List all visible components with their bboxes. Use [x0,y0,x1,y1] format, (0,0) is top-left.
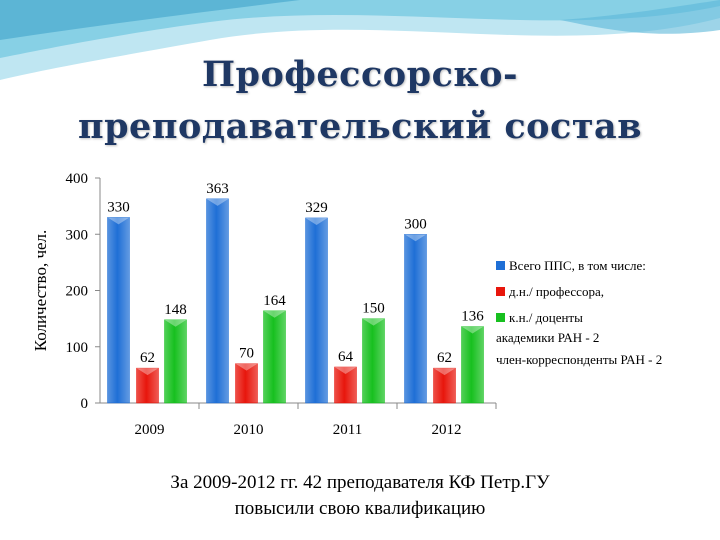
bar-2-2010 [263,310,286,404]
wave-right [560,0,720,34]
data-label: 70 [239,346,254,362]
bar-2-2009 [164,319,187,404]
data-label: 64 [338,349,354,365]
data-label: 136 [461,309,484,325]
bar-0-2012 [404,234,427,404]
data-label: 148 [164,302,187,318]
x-tick-label: 2009 [135,422,165,438]
bar-1-2012 [433,367,456,404]
legend-extra-1: член-корреспонденты РАН - 2 [496,352,662,367]
legend-label-2: к.н./ доценты [509,310,583,325]
y-tick-label: 400 [66,171,89,187]
bar-cap-2-2012 [461,326,484,334]
bar-cap-0-2010 [206,198,229,206]
x-tick-label: 2010 [234,422,264,438]
bar-0-2011 [305,217,328,404]
data-label: 164 [263,293,286,309]
y-tick-label: 300 [66,227,89,243]
data-label: 330 [107,199,130,215]
legend-swatch-0 [496,261,505,270]
bar-2-2011 [362,318,385,404]
x-tick-label: 2011 [333,422,362,438]
data-label: 150 [362,301,385,317]
bar-cap-0-2012 [404,234,427,242]
legend-label-0: Всего ППС, в том числе: [509,258,646,273]
x-tick-label: 2012 [432,422,462,438]
bar-0-2009 [107,217,130,404]
y-axis-label: Количество, чел. [31,230,50,352]
bar-cap-0-2009 [107,217,130,225]
legend-swatch-2 [496,313,505,322]
bar-1-2009 [136,367,159,404]
bar-1-2010 [235,363,258,404]
bar-cap-1-2009 [136,368,159,376]
legend-label-1: д.н./ профессора, [509,284,604,299]
data-label: 62 [437,350,452,366]
bar-cap-2-2009 [164,319,187,327]
page-title-line1: Профессорско- [201,54,519,95]
data-label: 300 [404,216,427,232]
y-tick-label: 200 [66,284,89,300]
bar-cap-1-2010 [235,363,258,371]
bar-cap-1-2012 [433,368,456,376]
data-label: 363 [206,181,229,197]
y-tick-label: 100 [66,340,89,356]
bar-cap-0-2011 [305,217,328,225]
bar-cap-2-2010 [263,310,286,318]
legend-extra-0: академики РАН - 2 [496,330,599,345]
data-label: 329 [305,200,328,216]
legend-swatch-1 [496,287,505,296]
bar-cap-1-2011 [334,367,357,374]
page-title-line2: преподавательский состав [77,106,643,147]
bar-0-2010 [206,198,229,404]
bar-cap-2-2011 [362,318,385,326]
caption-line2: повысили свою квалификацию [234,498,486,519]
bar-1-2011 [334,366,357,404]
bar-2-2012 [461,326,484,404]
y-tick-label: 0 [81,396,89,412]
wave-dark [0,0,300,40]
data-label: 62 [140,350,155,366]
caption-line1: За 2009-2012 гг. 42 преподавателя КФ Пет… [170,472,550,493]
